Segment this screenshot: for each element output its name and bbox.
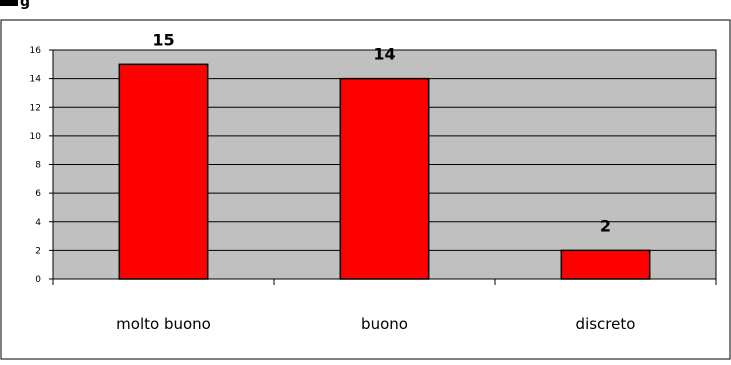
- y-tick-label: 0: [35, 275, 41, 285]
- y-tick-label: 4: [35, 218, 41, 228]
- y-tick-label: 14: [30, 75, 42, 85]
- x-category-label: molto buono: [116, 315, 211, 333]
- y-tick-label: 12: [30, 103, 41, 113]
- y-tick-label: 6: [35, 189, 41, 199]
- y-tick-label: 2: [35, 246, 41, 256]
- y-tick-label: 10: [30, 132, 42, 142]
- data-label: 14: [373, 45, 395, 64]
- clipped-title-fragment: [0, 0, 18, 6]
- bar: [560, 249, 651, 280]
- x-category-label: discreto: [576, 315, 636, 333]
- y-tick-label: 8: [35, 161, 41, 171]
- y-tick-label: 16: [30, 46, 42, 56]
- bar: [339, 77, 430, 280]
- clipped-title-fragment-g: g: [20, 0, 30, 10]
- x-category-label: buono: [361, 315, 408, 333]
- data-label: 2: [600, 216, 611, 235]
- bar: [118, 63, 209, 280]
- data-label: 15: [152, 30, 174, 49]
